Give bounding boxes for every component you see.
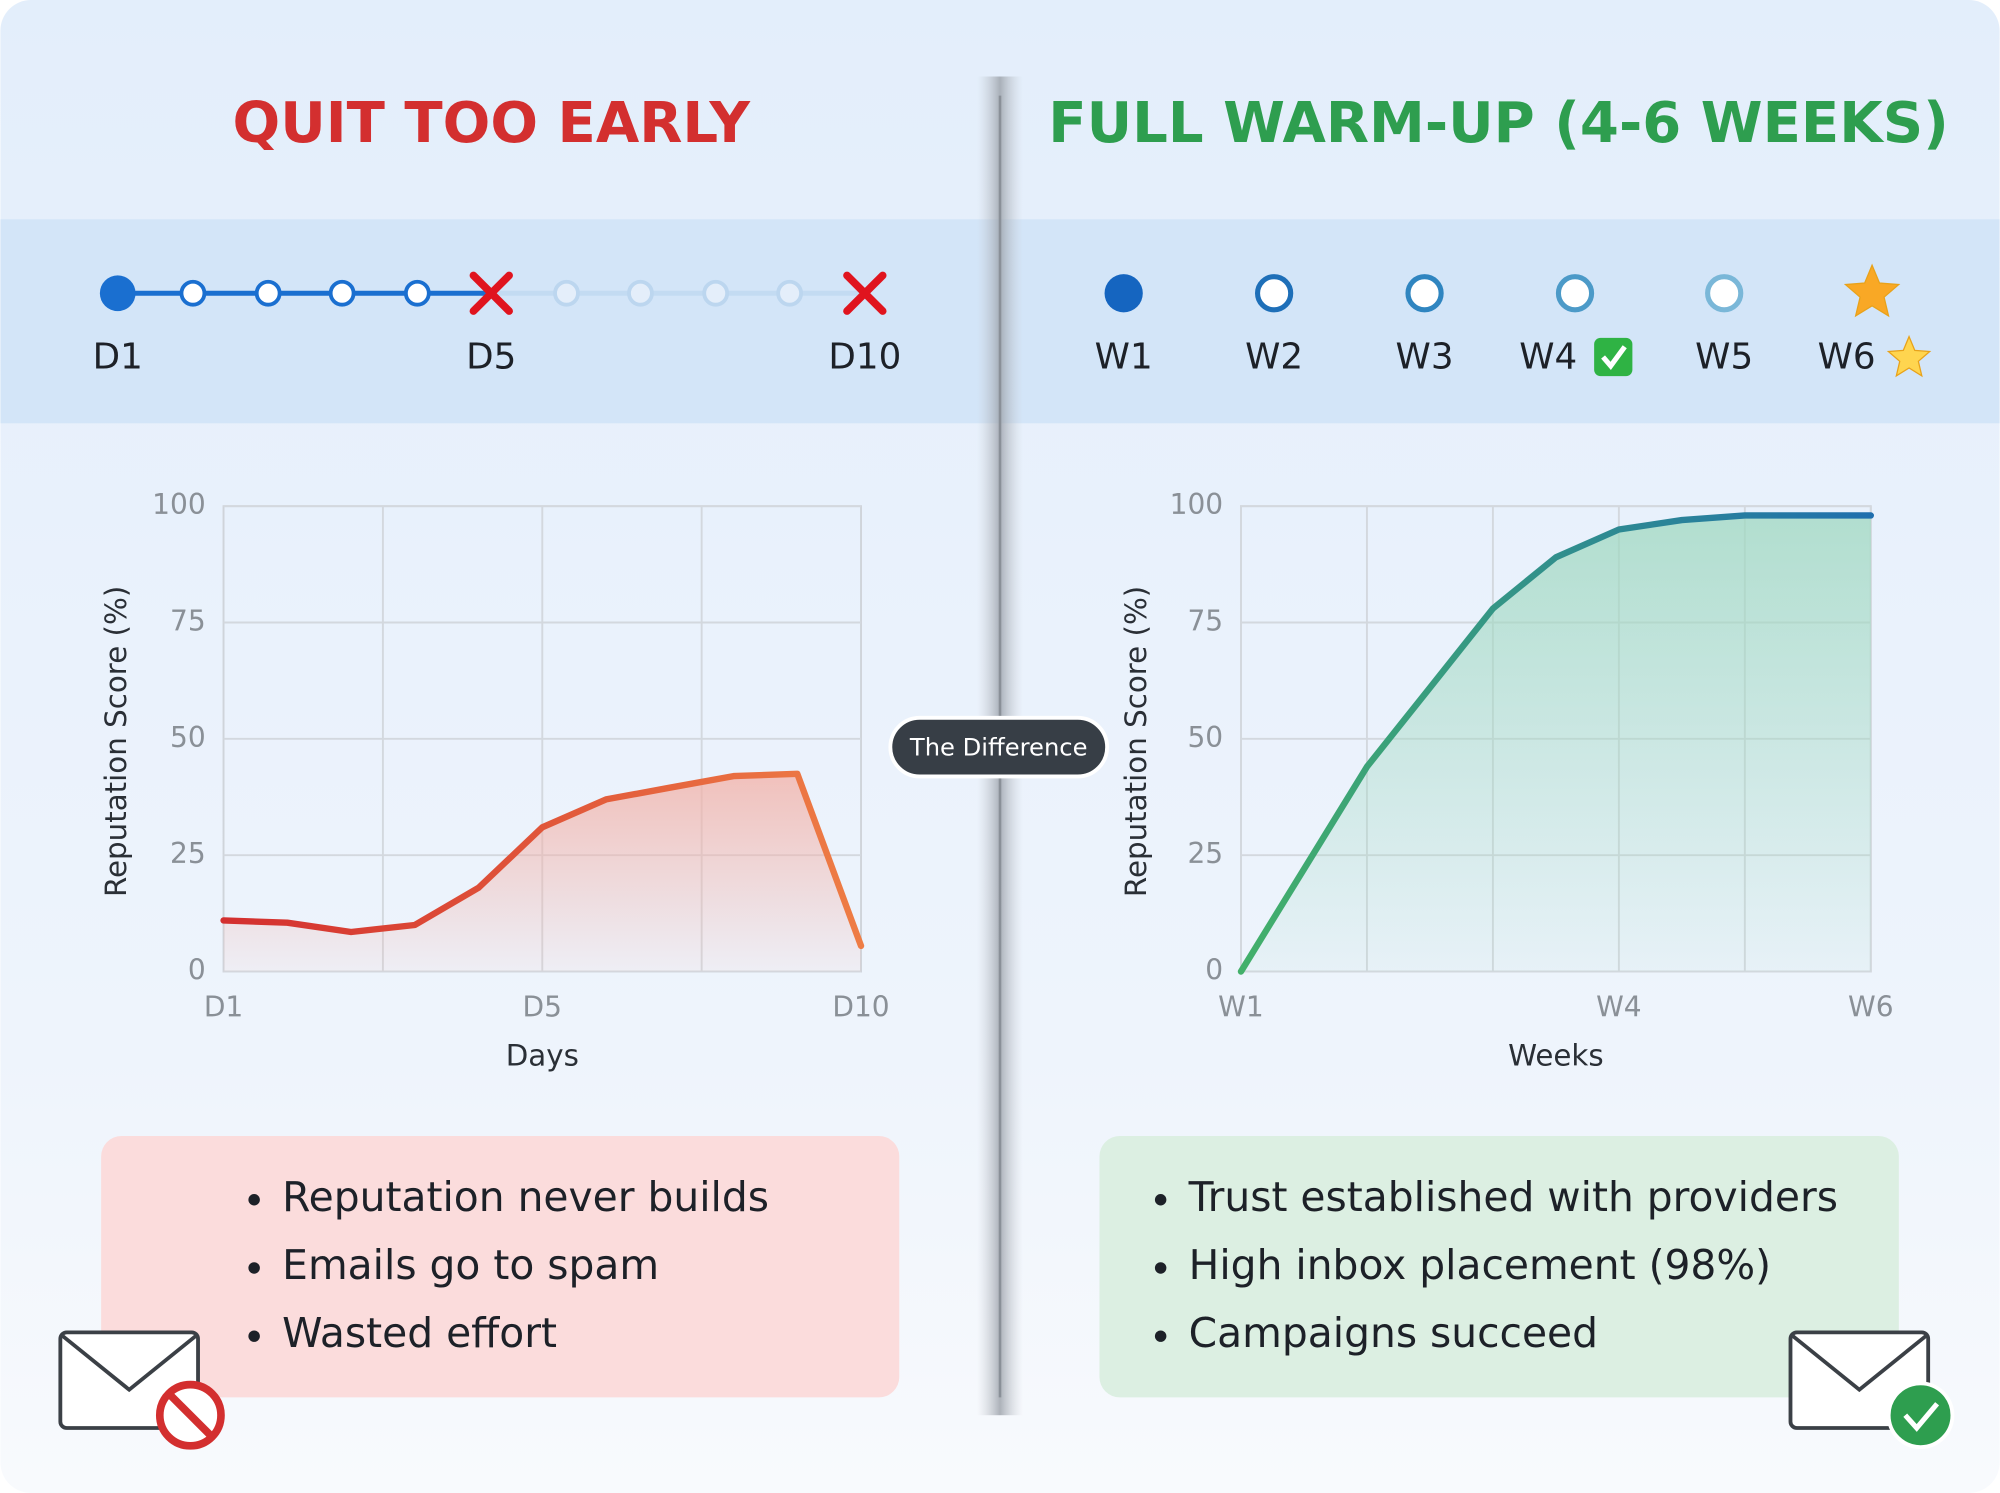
- bullet-dot: [248, 1194, 260, 1206]
- bullet-dot: [1154, 1194, 1167, 1206]
- bullet-text: Reputation never builds: [282, 1173, 769, 1221]
- mail-ok-icon: [1788, 1330, 1955, 1450]
- x-axis-label: Weeks: [1508, 1038, 1604, 1072]
- left-box: [101, 1136, 900, 1398]
- timeline-star: [1843, 263, 1901, 318]
- y-tick-label: 25: [1187, 837, 1223, 870]
- bullet-text: Emails go to spam: [282, 1241, 659, 1289]
- timeline-label: W1: [1095, 336, 1153, 377]
- timeline-label: W2: [1245, 336, 1303, 377]
- timeline-label: W4: [1519, 336, 1577, 377]
- y-tick-label: 50: [170, 721, 206, 754]
- timeline-label: W5: [1695, 336, 1753, 377]
- bullet-text: Campaigns succeed: [1189, 1309, 1598, 1357]
- bullet-dot: [248, 1262, 260, 1274]
- timeline-dot: [1705, 274, 1744, 313]
- bullet-dot: [248, 1330, 260, 1342]
- x-tick-label: W6: [1848, 991, 1894, 1024]
- timeline-dot: [1405, 274, 1444, 313]
- y-tick-label: 50: [1187, 721, 1223, 754]
- x-marker: [843, 271, 887, 315]
- y-tick-label: 75: [1187, 605, 1223, 638]
- timeline-dot: [1254, 274, 1294, 313]
- timeline-dot: [1104, 274, 1143, 313]
- line: [220, 770, 865, 950]
- timeline-label: D1: [93, 336, 143, 377]
- y-tick-label: 100: [1170, 488, 1224, 521]
- timeline-dot: [328, 279, 356, 307]
- y-tick-label: 0: [188, 954, 206, 987]
- right-title: FULL WARM-UP (4-6 WEEKS): [1048, 91, 1948, 156]
- timeline-dot-faded: [553, 279, 580, 307]
- x-marker: [469, 271, 513, 315]
- timeline-dot-faded: [702, 279, 730, 307]
- timeline-label: D5: [466, 336, 516, 377]
- right-box: [1099, 1136, 1899, 1398]
- y-tick-label: 0: [1205, 954, 1223, 987]
- x-tick-label: W1: [1218, 991, 1264, 1024]
- difference-label: The Difference: [909, 733, 1088, 761]
- y-tick-label: 25: [170, 837, 206, 870]
- timeline-label: W3: [1396, 336, 1454, 377]
- timeline-label: W6: [1818, 336, 1876, 377]
- mail-blocked-icon: [58, 1330, 225, 1450]
- bullet-dot: [1154, 1262, 1167, 1274]
- timeline-dot: [403, 279, 431, 307]
- y-axis-label: Reputation Score (%): [1119, 586, 1153, 897]
- left-title: QUIT TOO EARLY: [233, 91, 752, 156]
- timeline-label: D10: [828, 336, 901, 377]
- x-tick-label: D1: [204, 991, 243, 1024]
- timeline-dot-faded: [776, 279, 804, 307]
- x-tick-label: D5: [523, 991, 562, 1024]
- timeline-dot: [179, 279, 207, 307]
- y-tick-label: 100: [152, 488, 206, 521]
- line: [1237, 512, 1874, 975]
- check-icon: [1601, 345, 1627, 371]
- area: [1240, 515, 1871, 972]
- y-tick-label: 75: [170, 605, 206, 638]
- bullet-text: Wasted effort: [282, 1309, 557, 1357]
- timeline-dot: [99, 275, 136, 312]
- bullet-text: Trust established with providers: [1188, 1173, 1838, 1221]
- x-axis-label: Days: [506, 1038, 579, 1072]
- check-icon: [1594, 337, 1633, 377]
- y-axis-label: Reputation Score (%): [99, 586, 133, 897]
- bullet-text: High inbox placement (98%): [1189, 1241, 1771, 1289]
- difference-pill: [888, 715, 1110, 779]
- timeline-dot-faded: [627, 279, 654, 307]
- timeline-dot: [254, 279, 282, 307]
- x-tick-label: D10: [832, 991, 889, 1024]
- label-star: [1886, 334, 1932, 378]
- bullet-dot: [1154, 1330, 1167, 1342]
- timeline-dot: [1555, 274, 1595, 313]
- area: [223, 773, 862, 972]
- x-tick-label: W4: [1596, 991, 1642, 1024]
